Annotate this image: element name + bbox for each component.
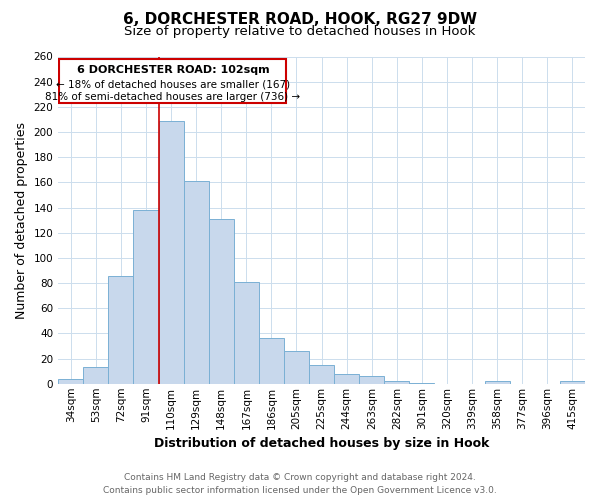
Text: 6, DORCHESTER ROAD, HOOK, RG27 9DW: 6, DORCHESTER ROAD, HOOK, RG27 9DW xyxy=(123,12,477,28)
Bar xyxy=(334,374,359,384)
Bar xyxy=(284,351,309,384)
Bar xyxy=(309,365,334,384)
X-axis label: Distribution of detached houses by size in Hook: Distribution of detached houses by size … xyxy=(154,437,489,450)
Text: 6 DORCHESTER ROAD: 102sqm: 6 DORCHESTER ROAD: 102sqm xyxy=(77,66,269,76)
Text: Contains HM Land Registry data © Crown copyright and database right 2024.
Contai: Contains HM Land Registry data © Crown c… xyxy=(103,474,497,495)
Bar xyxy=(485,381,510,384)
Text: ← 18% of detached houses are smaller (167): ← 18% of detached houses are smaller (16… xyxy=(56,79,290,89)
Bar xyxy=(259,338,284,384)
Bar xyxy=(359,376,385,384)
Bar xyxy=(58,378,83,384)
Bar xyxy=(385,381,409,384)
Bar xyxy=(184,181,209,384)
Text: 81% of semi-detached houses are larger (736) →: 81% of semi-detached houses are larger (… xyxy=(46,92,301,102)
Text: Size of property relative to detached houses in Hook: Size of property relative to detached ho… xyxy=(124,25,476,38)
Bar xyxy=(83,368,109,384)
Bar xyxy=(234,282,259,384)
Y-axis label: Number of detached properties: Number of detached properties xyxy=(15,122,28,318)
Bar xyxy=(209,219,234,384)
Bar xyxy=(109,276,133,384)
Bar xyxy=(409,382,434,384)
Bar xyxy=(133,210,158,384)
FancyBboxPatch shape xyxy=(59,59,286,103)
Bar xyxy=(158,120,184,384)
Bar xyxy=(560,381,585,384)
